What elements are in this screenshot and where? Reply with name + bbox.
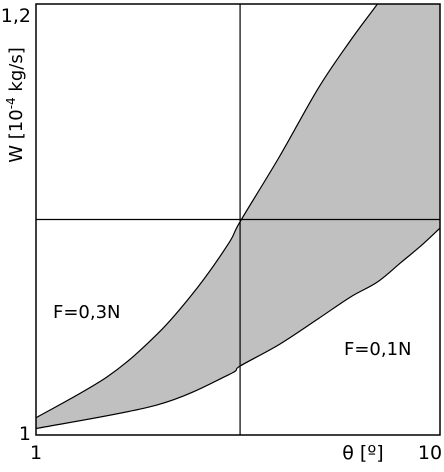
series-label-f-0-1n: F=0,1N (344, 339, 412, 360)
x-tick-label: 10 (418, 442, 442, 464)
y-axis-label: W [10-4 kg/s] (4, 47, 27, 162)
plot-frame (35, 3, 441, 436)
y-axis-label-unit: kg/s] (6, 47, 27, 97)
tick-labels: 1 10 1 1,2 (1, 5, 442, 464)
y-axis-label-exponent: -4 (4, 97, 18, 109)
x-axis-label: θ [º] (342, 442, 383, 464)
series-line-f-0-1n (36, 227, 440, 430)
y-axis-label-base: W [10 (6, 109, 27, 162)
series-line-f-0-3n (36, 4, 379, 419)
series-label-f-0-3n: F=0,3N (53, 302, 121, 323)
x-tick-label: 1 (30, 442, 42, 464)
series-lines (36, 4, 440, 430)
grid-lines (36, 4, 440, 435)
series-labels: F=0,3N F=0,1N (53, 302, 412, 360)
y-tick-label: 1 (19, 423, 31, 445)
plot-area (36, 4, 440, 435)
y-tick-label: 1,2 (1, 5, 31, 27)
shaded-region (36, 4, 440, 429)
